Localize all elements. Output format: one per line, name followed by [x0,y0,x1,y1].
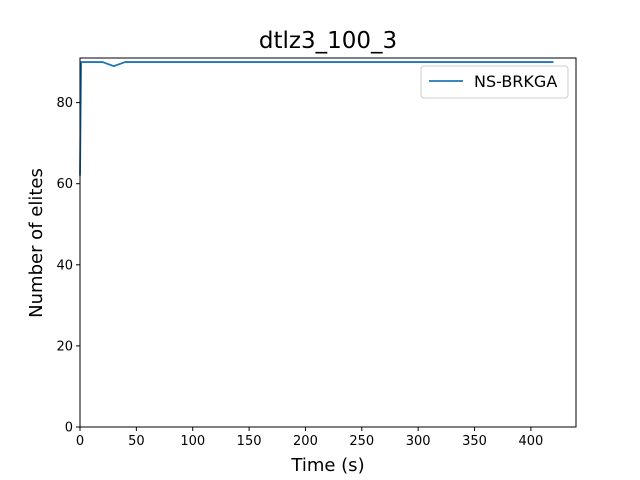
x-tick-label: 200 [293,434,318,449]
x-tick-label: 300 [406,434,431,449]
y-tick-label: 80 [56,96,73,111]
x-tick-label: 350 [462,434,487,449]
y-tick-label: 20 [56,339,73,354]
x-tick-label: 150 [237,434,262,449]
chart-title: dtlz3_100_3 [259,28,397,54]
legend-box [420,65,569,99]
y-tick-label: 40 [56,258,73,273]
x-tick-label: 400 [518,434,543,449]
x-tick-label: 100 [180,434,205,449]
y-axis-label: Number of elites [26,168,47,318]
y-axis-ticks: 0 20 40 60 80 [56,96,80,436]
x-tick-label: 0 [76,434,84,449]
x-tick-label: 50 [128,434,145,449]
x-axis-label: Time (s) [290,455,364,476]
y-tick-label: 60 [56,177,73,192]
series-line-ns-brkga [79,61,554,176]
x-tick-label: 250 [349,434,374,449]
legend: NS-BRKGA [420,65,569,99]
axes-frame [79,57,577,428]
y-tick-label: 0 [65,421,73,436]
legend-label: NS-BRKGA [474,72,557,91]
x-axis-ticks: 0 50 100 150 200 250 300 350 400 [76,427,543,449]
plot-area [79,61,554,176]
